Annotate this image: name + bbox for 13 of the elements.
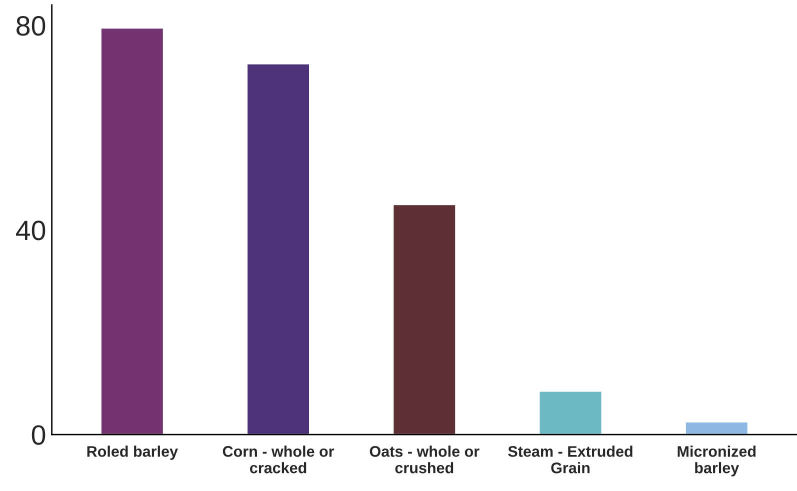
bar [100,27,164,435]
x-tick-label: Oats - whole or crushed [370,446,480,474]
x-tick-label: Corn - whole or cracked [222,446,334,474]
x-tick-label: Roled barley [87,446,178,460]
y-tick-label: 40 [16,220,46,240]
y-tick-label: 80 [16,16,46,36]
x-tick-label: Micronized barley [678,446,756,476]
y-tick-label: 0 [32,425,46,445]
bar [684,421,749,435]
bar [392,204,457,435]
bar [538,390,603,435]
bar [246,63,310,435]
x-tick-label: Steam - Extruded Grain [508,446,632,474]
